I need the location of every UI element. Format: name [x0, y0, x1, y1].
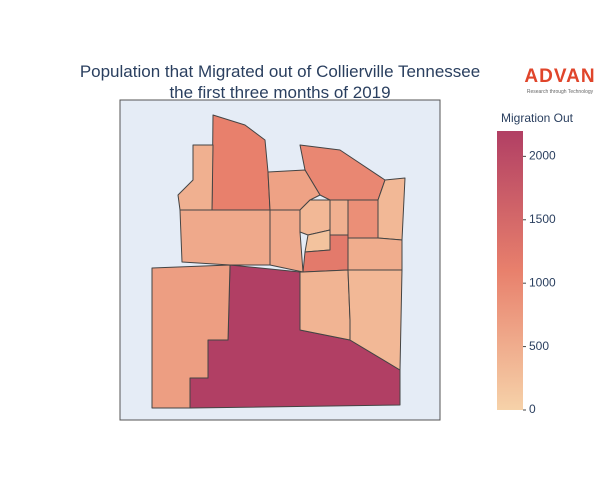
- region: [299, 199, 331, 236]
- map: [151, 114, 406, 409]
- logo: ADVAN: [524, 66, 595, 87]
- region: [347, 199, 379, 239]
- chart-title: Population that Migrated out of Collierv…: [80, 62, 480, 81]
- region: [329, 199, 349, 236]
- region: [179, 209, 271, 266]
- colorbar-tick-label: 1500: [529, 212, 556, 226]
- colorbar-tick-label: 1000: [529, 275, 556, 289]
- region: [347, 269, 403, 371]
- colorbar-title: Migration Out: [501, 111, 574, 125]
- logo-tagline: Research through Technology: [527, 89, 594, 95]
- colorbar-tick-label: 2000: [529, 149, 556, 163]
- region: [377, 177, 406, 241]
- region: [299, 269, 351, 341]
- colorbar-tick-label: 0: [529, 402, 536, 416]
- region: [347, 237, 403, 271]
- chart-subtitle: the first three months of 2019: [169, 83, 390, 102]
- region: [151, 264, 231, 409]
- region: [269, 209, 304, 273]
- colorbar: [497, 131, 523, 410]
- colorbar-tick-label: 500: [529, 339, 549, 353]
